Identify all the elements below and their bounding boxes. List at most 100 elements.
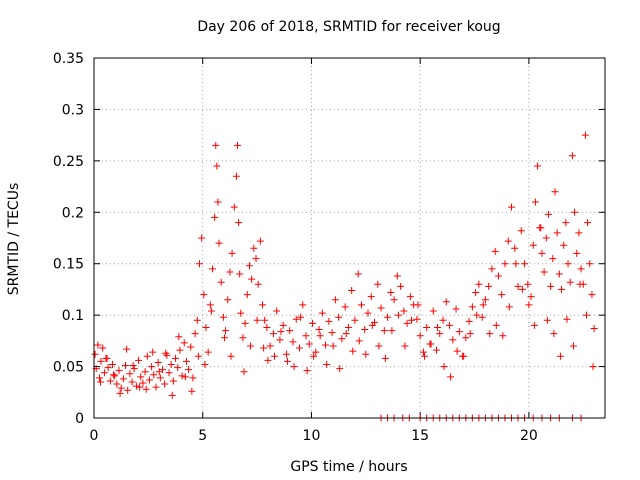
data-point: [331, 296, 339, 304]
axis-ticks: 0 5 10 15 20 0 0.05 0.1 0.15 0.2 0.25 0.3 0.35: [53, 51, 605, 444]
data-point: [446, 321, 454, 329]
data-point: [198, 234, 206, 242]
data-point: [388, 327, 396, 335]
data-point: [416, 332, 424, 340]
data-point: [440, 363, 448, 371]
data-point: [161, 380, 169, 388]
data-point: [530, 321, 538, 329]
data-point: [248, 275, 256, 283]
data-point: [139, 379, 147, 387]
data-point: [427, 340, 435, 348]
data-point: [245, 262, 253, 270]
data-point: [455, 328, 463, 336]
data-point: [122, 362, 130, 370]
data-point: [292, 315, 300, 323]
data-point: [549, 255, 557, 263]
data-point: [143, 352, 151, 360]
data-point: [277, 328, 285, 336]
x-axis-label: GPS time / hours: [290, 459, 407, 475]
data-point: [518, 285, 526, 293]
data-point: [187, 343, 195, 351]
data-point: [499, 332, 507, 340]
data-point: [447, 373, 455, 381]
data-point: [514, 282, 522, 290]
data-point: [380, 327, 388, 335]
data-point: [573, 249, 581, 257]
data-point: [465, 317, 473, 325]
data-point: [325, 317, 333, 325]
data-point: [222, 327, 230, 335]
data-point: [204, 348, 212, 356]
data-point: [169, 377, 177, 385]
data-point: [276, 336, 284, 344]
data-point: [338, 335, 346, 343]
data-point: [349, 347, 357, 355]
chart-title: Day 206 of 2018, SRMTID for receiver kou…: [197, 19, 500, 35]
data-point: [590, 325, 598, 333]
data-point: [178, 372, 186, 380]
data-point: [562, 219, 570, 227]
data-point: [472, 289, 480, 297]
data-point: [342, 330, 350, 338]
data-point: [106, 377, 114, 385]
data-point: [466, 330, 474, 338]
data-point: [584, 219, 592, 227]
data-point: [453, 347, 461, 355]
data-point: [180, 339, 188, 347]
data-point: [91, 350, 99, 358]
data-point: [95, 374, 103, 382]
data-point: [312, 348, 320, 356]
data-point: [344, 323, 352, 331]
data-point: [215, 239, 223, 247]
data-point: [434, 323, 442, 331]
data-point: [247, 342, 255, 350]
data-point: [558, 285, 566, 293]
data-point: [141, 368, 149, 376]
data-point: [145, 376, 153, 384]
data-point: [119, 375, 127, 383]
data-point: [185, 366, 193, 374]
data-point: [364, 309, 372, 317]
data-point: [129, 362, 137, 370]
data-point: [200, 291, 208, 299]
data-point: [421, 352, 429, 360]
data-point: [586, 260, 594, 268]
data-point: [527, 293, 535, 301]
data-point: [113, 380, 121, 388]
data-point: [335, 313, 343, 321]
data-point: [227, 352, 235, 360]
data-point: [128, 378, 136, 386]
data-point: [361, 326, 369, 334]
data-point: [202, 323, 210, 331]
data-point: [387, 289, 395, 297]
data-point: [150, 371, 158, 379]
data-point: [336, 365, 344, 373]
data-point: [273, 307, 281, 315]
data-point: [224, 296, 232, 304]
data-point: [462, 334, 470, 342]
data-point: [135, 356, 143, 364]
data-point: [264, 356, 272, 364]
data-point: [299, 301, 307, 309]
data-point: [414, 301, 422, 309]
data-point: [400, 307, 408, 315]
data-point: [211, 213, 219, 221]
data-point: [529, 241, 537, 249]
data-point: [236, 270, 244, 278]
data-point: [228, 249, 236, 257]
data-point: [97, 357, 105, 365]
data-point: [403, 319, 411, 327]
data-point: [94, 341, 102, 349]
data-point: [254, 280, 262, 288]
data-point: [576, 280, 584, 288]
data-point: [531, 198, 539, 206]
x-tick-label: 10: [303, 428, 321, 444]
data-point: [485, 282, 493, 290]
data-point: [481, 296, 489, 304]
data-point: [136, 383, 144, 391]
data-point: [517, 227, 525, 235]
x-tick-label: 20: [520, 428, 538, 444]
data-point: [543, 316, 551, 324]
data-point: [154, 358, 162, 366]
data-point: [279, 321, 287, 329]
